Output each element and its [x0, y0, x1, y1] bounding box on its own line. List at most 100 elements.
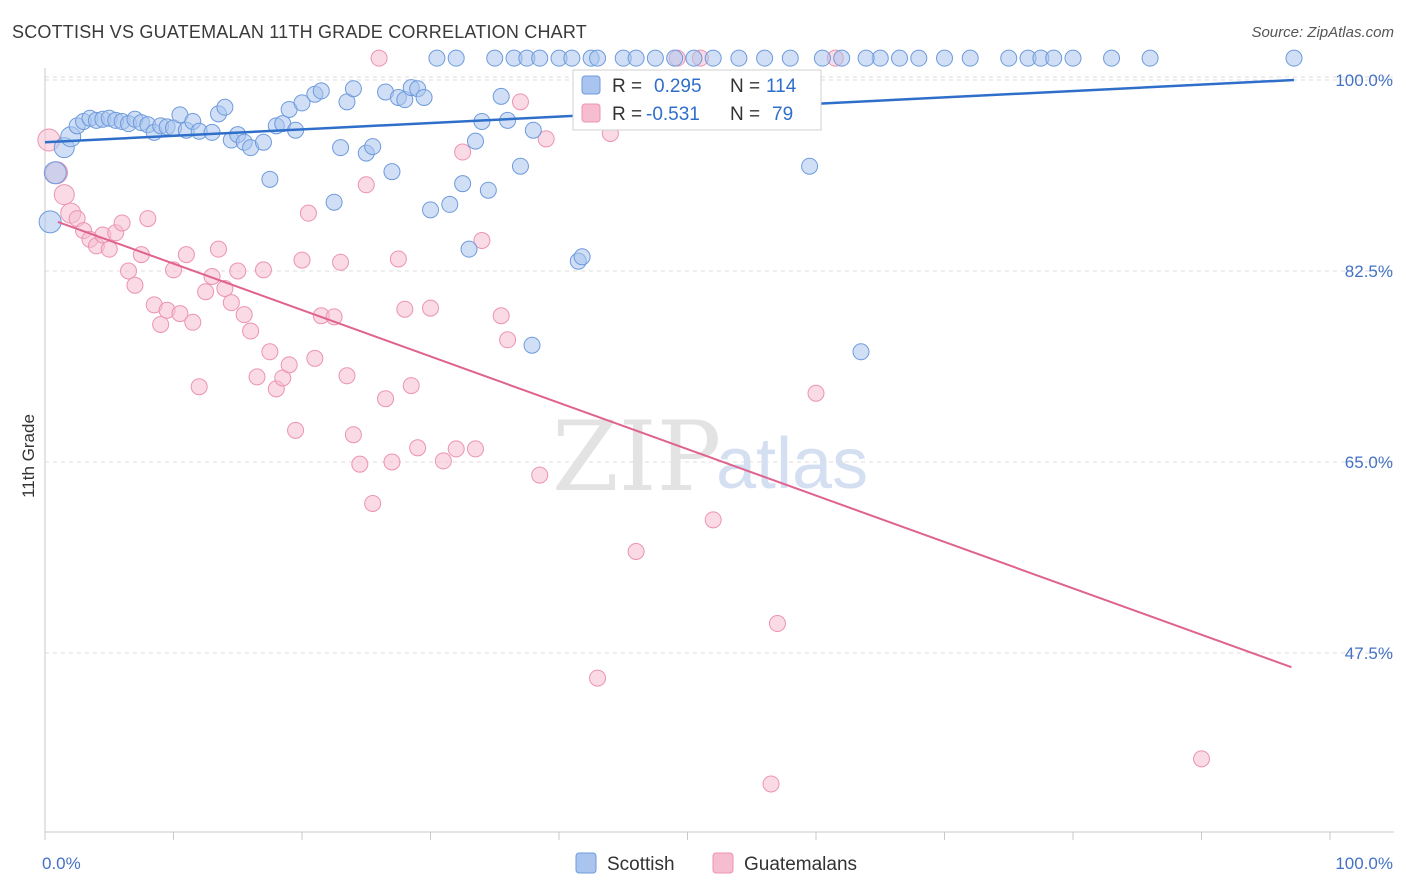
guatemalans-point-40 — [299, 204, 317, 222]
y-tick-labels: 100.0% 82.5% 65.0% 47.5% — [1335, 71, 1393, 663]
scottish-point-87 — [852, 343, 870, 361]
guatemalans-point-61 — [466, 440, 484, 458]
scottish-point-63 — [492, 87, 510, 105]
legend-swatch-guatemalan — [581, 103, 601, 123]
guatemalans-point-34 — [261, 343, 279, 361]
scottish-point-66 — [511, 157, 529, 175]
guatemalans-point-54 — [396, 300, 414, 318]
legend-box — [572, 69, 822, 131]
scottish-point-26 — [216, 98, 234, 116]
guatemalans-point-20 — [171, 305, 189, 323]
guatemalans-point-64 — [499, 331, 517, 349]
scottish-point-98 — [1103, 49, 1121, 67]
guatemalans-point-70 — [627, 542, 645, 560]
guatemalans-point-15 — [139, 210, 157, 228]
scottish-point-62 — [486, 49, 504, 67]
guatemalans-point-29 — [229, 262, 247, 280]
scottish-point-83 — [781, 49, 799, 67]
scottish-point-88 — [871, 49, 889, 67]
guatemalans-point-37 — [280, 356, 298, 374]
guatemalans-point-49 — [364, 494, 382, 512]
guatemalans-point-26 — [209, 240, 227, 258]
scottish-point-45 — [364, 138, 382, 156]
guatemalans-trend-line — [57, 220, 1292, 669]
guatemalans-point-53 — [389, 250, 407, 268]
scottish-point-71 — [563, 49, 581, 67]
scottish-point-59 — [466, 132, 484, 150]
scottish-point-0 — [38, 210, 62, 234]
guatemalans-point-11 — [113, 214, 131, 232]
guatemalans-point-30 — [235, 306, 253, 324]
legend-n-label-guatemalan: N = — [730, 104, 760, 125]
guatemalans-point-56 — [409, 439, 427, 457]
guatemalans-point-2 — [53, 184, 75, 206]
guatemalans-point-39 — [293, 251, 311, 269]
guatemalans-point-72 — [762, 775, 780, 793]
guatemalans-point-67 — [537, 130, 555, 148]
legend-r-value-guatemalan: -0.531 — [646, 104, 700, 125]
scottish-point-80 — [704, 49, 722, 67]
guatemalans-point-31 — [242, 322, 260, 340]
scottish-point-39 — [312, 82, 330, 100]
guatemalans-point-75 — [1193, 750, 1210, 768]
legend-r-value-scottish: 0.295 — [654, 76, 702, 97]
guatemalans-point-63 — [492, 307, 510, 325]
legend-n-value-guatemalan: 79 — [772, 104, 793, 125]
y-tick-label-0: 100.0% — [1335, 71, 1393, 90]
bottom-legend-label-scottish: Scottish — [607, 854, 675, 875]
scottish-point-74 — [589, 49, 607, 67]
scottish-point-32 — [261, 170, 279, 188]
scottish-point-92 — [961, 49, 979, 67]
guatemalans-point-66 — [531, 466, 549, 484]
guatemalans-point-28 — [222, 294, 240, 312]
guatemalans-point-68 — [589, 669, 607, 687]
guatemalans-point-62 — [473, 231, 491, 249]
bottom-legend: Scottish Guatemalans — [575, 852, 857, 875]
scottish-point-100 — [1285, 49, 1303, 67]
scottish-point-76 — [627, 49, 645, 67]
scottish-point-31 — [254, 133, 272, 151]
guatemalans-point-74 — [807, 384, 825, 402]
scottish-point-81 — [730, 49, 748, 67]
guatemalans-point-17 — [152, 315, 170, 333]
bottom-legend-swatch-scottish — [575, 852, 597, 874]
axes — [44, 68, 1394, 840]
scottish-point-79 — [685, 49, 703, 67]
guatemalans-point-33 — [254, 261, 272, 279]
guatemalans-point-41 — [306, 349, 324, 367]
scottish-point-69 — [531, 49, 549, 67]
scottish-point-99 — [1141, 49, 1159, 67]
guatemalans-point-25 — [203, 267, 221, 285]
scottish-point-89 — [891, 49, 909, 67]
scottish-point-91 — [936, 49, 953, 67]
scottish-point-52 — [415, 88, 433, 106]
scottish-point-84 — [801, 157, 819, 175]
scottish-point-90 — [910, 49, 928, 67]
y-tick-label-2: 65.0% — [1345, 453, 1393, 472]
scottish-point-53 — [422, 201, 439, 219]
guatemalans-point-73 — [768, 615, 786, 633]
guatemalans-points — [37, 49, 1210, 793]
legend-n-label-scottish: N = — [730, 76, 760, 97]
guatemalans-point-24 — [197, 283, 215, 301]
scottish-point-54 — [428, 49, 446, 67]
scottish-point-97 — [1064, 49, 1082, 67]
guatemalans-point-50 — [370, 49, 388, 67]
scottish-point-40 — [325, 193, 343, 211]
guatemalans-point-32 — [248, 368, 266, 386]
guatemalans-point-47 — [351, 455, 369, 473]
scottish-point-103 — [857, 49, 875, 67]
scottish-point-56 — [447, 49, 465, 67]
guatemalans-point-21 — [177, 246, 195, 264]
x-tick-labels: 0.0% 100.0% — [42, 854, 1393, 873]
guatemalans-point-59 — [447, 440, 465, 458]
guatemalans-point-52 — [383, 453, 401, 471]
y-tick-label-3: 47.5% — [1345, 644, 1393, 663]
guatemalans-point-23 — [190, 378, 208, 396]
guatemalans-point-65 — [511, 93, 529, 111]
scottish-point-102 — [573, 248, 591, 266]
x-tick-label-0: 0.0% — [42, 854, 81, 873]
guatemalans-point-55 — [402, 377, 420, 395]
guatemalans-point-13 — [126, 276, 144, 294]
